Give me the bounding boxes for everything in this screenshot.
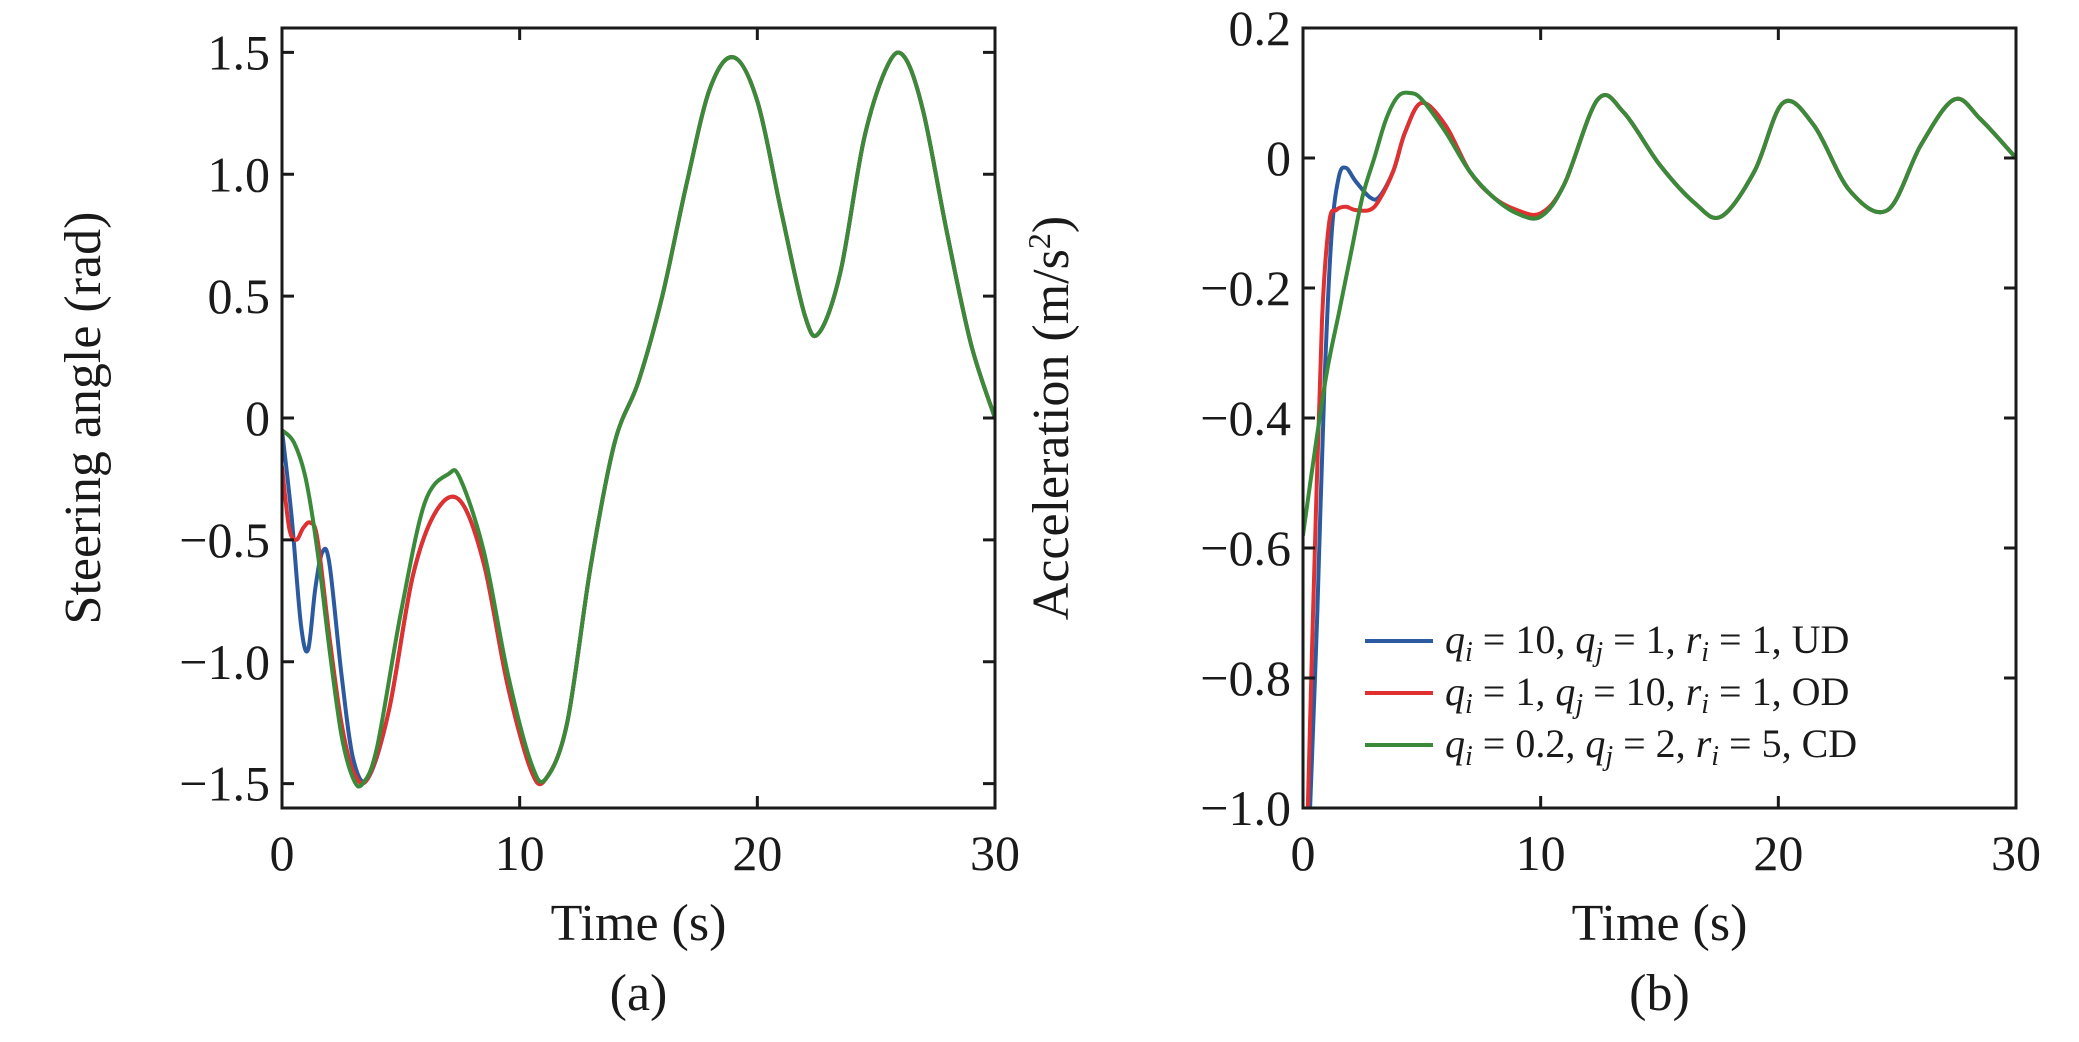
panel-a-y-tick-label: 1.5 xyxy=(208,24,271,80)
panel-b-y-axis-label-main: Acceleration (m/s xyxy=(1023,249,1080,620)
legend-entry-od: qi = 1, qj = 10, ri = 1, OD xyxy=(1445,669,1849,720)
legend-entry-cd: qi = 0.2, qj = 2, ri = 5, CD xyxy=(1445,721,1857,772)
panel-a-x-tick-label: 20 xyxy=(732,825,782,881)
legend-text-part: i xyxy=(1465,689,1473,720)
panel-a-steering-angle: 0 10 20 30 1.5 1.0 0.5 0 −0.5 −1.0 −1.5 Time (s) S… xyxy=(55,24,1020,1022)
legend-text-part: i xyxy=(1465,637,1473,668)
panel-a-x-tick-label: 0 xyxy=(270,825,295,881)
panel-b-x-axis-label: Time (s) xyxy=(1572,895,1748,952)
panel-b-y-tick-label: 0.2 xyxy=(1229,0,1292,56)
legend-text-part: q xyxy=(1445,617,1465,662)
panel-b-y-tick-label: −0.2 xyxy=(1200,260,1291,316)
legend-text-part: q xyxy=(1555,669,1575,714)
panel-a-y-tick-label: −1.0 xyxy=(179,634,270,690)
panel-a-x-tick-label: 30 xyxy=(970,825,1020,881)
legend-text-part: = 1, UD xyxy=(1709,617,1849,662)
panel-b-y-axis-label: Acceleration (m/s2) xyxy=(1021,216,1080,620)
legend-text-part: i xyxy=(1465,741,1473,772)
legend-text-part: q xyxy=(1575,617,1595,662)
panel-a-y-axis-label: Steering angle (rad) xyxy=(55,212,112,625)
panel-b-y-tick-label: −0.8 xyxy=(1200,650,1291,706)
panel-a-y-tick-label: 1.0 xyxy=(208,146,271,202)
legend-entry-ud: qi = 10, qj = 1, ri = 1, UD xyxy=(1445,617,1849,668)
legend-text-part: j xyxy=(1602,741,1613,772)
legend-text-part: r xyxy=(1686,617,1702,662)
panel-a-y-tick-label: −0.5 xyxy=(179,512,270,568)
panel-b-y-axis-label-end: ) xyxy=(1023,216,1080,233)
legend-text-part: = 10, xyxy=(1583,669,1686,714)
legend-text-part: i xyxy=(1711,741,1719,772)
panel-a-y-tick-label: 0 xyxy=(245,390,270,446)
legend-text-part: r xyxy=(1696,721,1712,766)
panel-b-y-axis-label-sup: 2 xyxy=(1021,233,1057,249)
panel-a-x-axis-label: Time (s) xyxy=(551,895,727,952)
panel-a-ticks: 0 10 20 30 1.5 1.0 0.5 0 −0.5 −1.0 −1.5 xyxy=(179,24,1020,881)
legend-text-part: = 0.2, xyxy=(1473,721,1586,766)
legend-text-part: q xyxy=(1445,721,1465,766)
legend-text-part: = 5, CD xyxy=(1719,721,1857,766)
panel-b-ticks: 0 10 20 30 0.2 0 −0.2 −0.4 −0.6 −0.8 −1.0 xyxy=(1200,0,2041,881)
legend-text-part: = 2, xyxy=(1613,721,1696,766)
panel-a-series xyxy=(282,50,995,789)
panel-a-series-cd-line xyxy=(282,50,995,789)
panel-a-y-tick-label: −1.5 xyxy=(179,756,270,812)
panel-a-label: (a) xyxy=(610,965,668,1022)
legend-text-part: j xyxy=(1592,637,1603,668)
legend-text-part: j xyxy=(1572,689,1583,720)
legend-text-part: = 1, xyxy=(1473,669,1556,714)
panel-b-x-tick-label: 0 xyxy=(1291,825,1316,881)
panel-b-y-tick-label: 0 xyxy=(1266,130,1291,186)
panel-b-y-tick-label: −0.4 xyxy=(1200,390,1291,446)
panel-b-y-tick-label: −1.0 xyxy=(1200,780,1291,836)
panel-b-x-tick-label: 30 xyxy=(1991,825,2041,881)
legend-text-part: q xyxy=(1445,669,1465,714)
panel-b-x-tick-label: 20 xyxy=(1753,825,1803,881)
panel-b-acceleration: 0 10 20 30 0.2 0 −0.2 −0.4 −0.6 −0.8 −1.0 Time (s)… xyxy=(1021,0,2041,1022)
panel-a-y-tick-label: 0.5 xyxy=(208,268,271,324)
panel-b-label: (b) xyxy=(1629,965,1690,1022)
panel-b-x-tick-label: 10 xyxy=(1516,825,1566,881)
legend-text-part: q xyxy=(1585,721,1605,766)
legend-text-part: i xyxy=(1701,637,1709,668)
legend-text-part: i xyxy=(1701,689,1709,720)
legend-text-part: = 10, xyxy=(1473,617,1576,662)
legend-text-part: = 1, xyxy=(1603,617,1686,662)
panel-b-series-cd-line xyxy=(1303,90,2016,537)
panel-b-series xyxy=(1303,90,2016,808)
panel-a-x-tick-label: 10 xyxy=(495,825,545,881)
panel-b-y-tick-label: −0.6 xyxy=(1200,520,1291,576)
legend-text-part: r xyxy=(1686,669,1702,714)
legend-text-part: = 1, OD xyxy=(1709,669,1849,714)
